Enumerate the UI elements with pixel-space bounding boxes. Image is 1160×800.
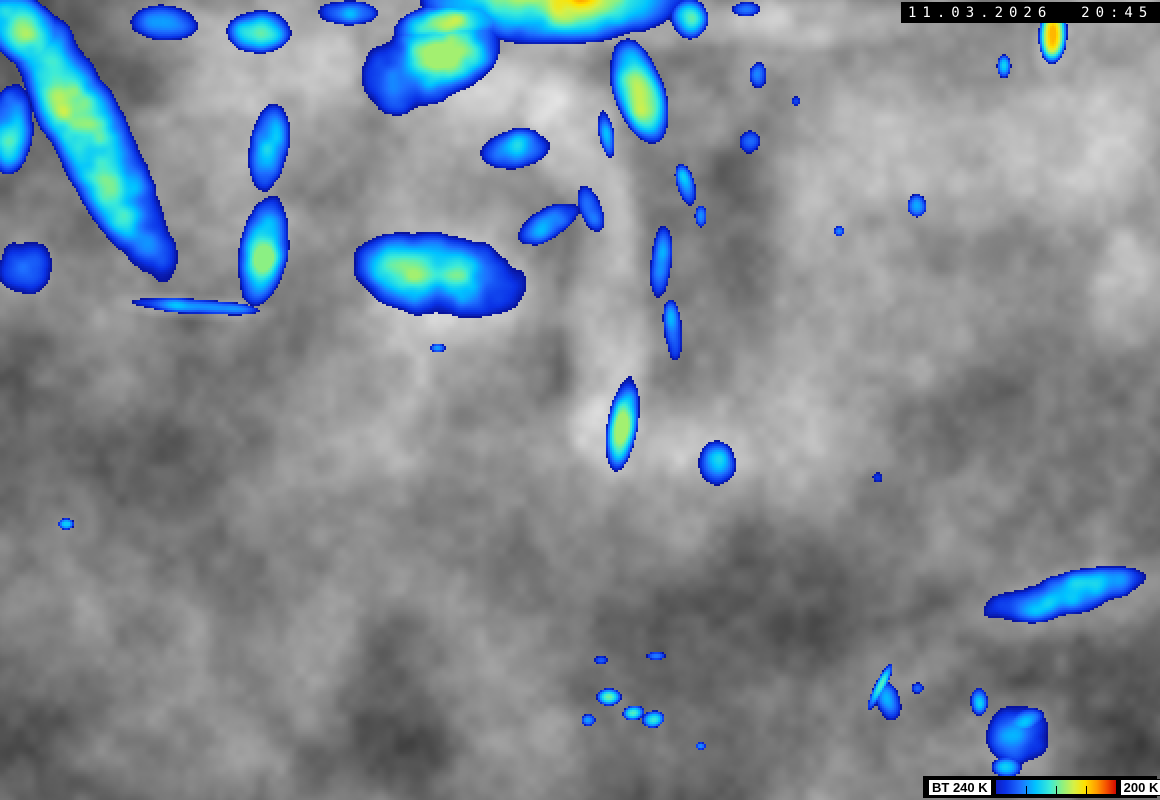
colorbar-tick bbox=[1085, 786, 1087, 794]
colorbar-right-label: 200 K bbox=[1119, 778, 1160, 796]
colorbar-legend: BT 240 K 200 K bbox=[923, 776, 1160, 798]
colorbar-tick bbox=[1055, 786, 1057, 794]
colorbar-gradient bbox=[994, 779, 1117, 795]
timestamp-text: 11.03.2026 20:45 bbox=[908, 4, 1154, 21]
timestamp-overlay: 11.03.2026 20:45 bbox=[901, 2, 1160, 23]
colorbar-left-label: BT 240 K bbox=[928, 778, 992, 796]
colorbar-tick bbox=[1025, 786, 1027, 794]
